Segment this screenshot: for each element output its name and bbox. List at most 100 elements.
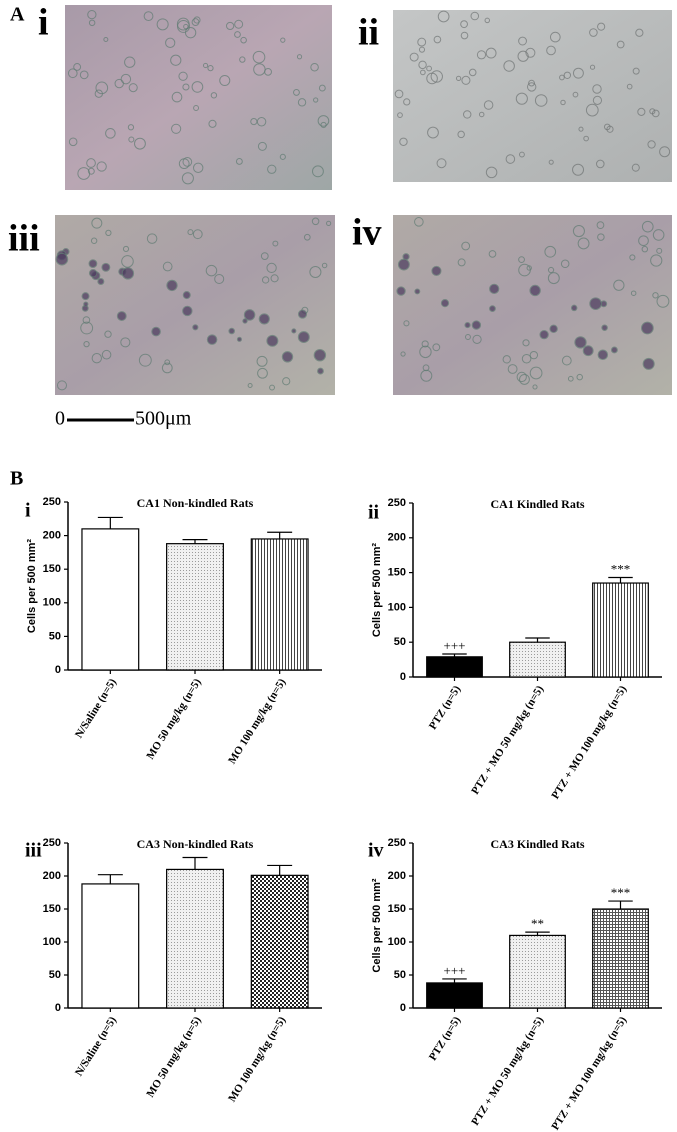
cell — [650, 254, 663, 267]
cell — [207, 65, 214, 72]
cell — [418, 60, 427, 70]
cell — [182, 157, 193, 167]
cell — [297, 98, 307, 107]
cell — [567, 375, 574, 382]
bar — [166, 868, 224, 1009]
cell — [297, 309, 308, 319]
cell — [525, 47, 536, 58]
cell — [460, 31, 469, 40]
cell — [170, 54, 182, 66]
cell — [103, 36, 109, 42]
cell — [206, 334, 218, 345]
cell — [462, 110, 472, 119]
chart-panel-label: iv — [368, 840, 384, 862]
bar — [81, 528, 140, 671]
cell — [267, 164, 277, 174]
cell — [82, 316, 91, 324]
cell — [652, 292, 659, 299]
cell — [460, 20, 468, 29]
cell — [236, 336, 242, 342]
cell — [313, 97, 319, 103]
cell — [303, 233, 311, 241]
x-tick-label: MO 50 mg/kg (n=5) — [144, 1014, 203, 1099]
cell — [507, 364, 518, 374]
micrograph-label: iv — [352, 212, 382, 254]
cell — [281, 351, 294, 363]
cell — [529, 350, 539, 360]
cell — [464, 322, 471, 329]
cell — [234, 31, 241, 38]
cell — [234, 19, 244, 29]
cell — [433, 35, 442, 44]
cell — [293, 88, 300, 96]
cell — [476, 50, 487, 60]
cell — [192, 324, 199, 331]
y-tick-label: 200 — [388, 532, 406, 544]
cell — [603, 123, 611, 131]
y-tick-label: 0 — [400, 1002, 406, 1014]
cell — [257, 141, 267, 151]
cell — [489, 283, 500, 294]
cell — [616, 40, 625, 49]
y-tick-label: 200 — [43, 530, 61, 542]
y-tick-label: 200 — [388, 870, 406, 882]
micrograph — [393, 10, 672, 182]
cell — [420, 69, 426, 76]
bar — [166, 543, 224, 671]
cell — [253, 63, 266, 76]
cell — [161, 362, 173, 374]
cell — [583, 135, 589, 142]
cell — [563, 71, 572, 79]
x-tick-label: PTZ + MO 50 mg/kg (n=5) — [469, 1014, 546, 1127]
cell — [182, 83, 190, 91]
panel-label: A — [10, 4, 25, 26]
cell — [637, 107, 646, 116]
cell — [572, 67, 584, 79]
cell — [67, 68, 78, 79]
cell — [120, 73, 132, 85]
cell — [250, 118, 258, 126]
cell — [96, 161, 107, 172]
cell — [505, 154, 516, 164]
cell — [165, 37, 176, 48]
cell — [560, 99, 566, 106]
cell — [597, 349, 609, 360]
cell — [146, 233, 158, 244]
cell — [572, 225, 585, 238]
y-tick-label: 100 — [388, 601, 406, 613]
y-axis-label: Cells per 500 mm² — [371, 543, 383, 637]
cell — [610, 346, 618, 354]
cell — [83, 340, 90, 348]
y-axis-label: Cells per 500 mm² — [26, 539, 38, 633]
cell — [192, 162, 204, 174]
cell — [87, 9, 97, 20]
cell — [226, 21, 235, 31]
y-tick-label: 0 — [400, 671, 406, 683]
cell — [171, 123, 182, 134]
cell — [192, 229, 203, 240]
micrograph — [55, 215, 335, 395]
cell — [502, 355, 511, 364]
cell — [589, 28, 598, 37]
y-tick-label: 100 — [43, 936, 61, 948]
cell — [182, 291, 191, 300]
cell — [483, 100, 494, 110]
cell — [280, 37, 286, 43]
cell — [635, 28, 644, 37]
cell — [613, 279, 625, 291]
cell — [403, 320, 410, 327]
cell — [138, 353, 152, 367]
cell — [549, 31, 561, 43]
panel-label: B — [10, 468, 23, 490]
cell — [578, 126, 584, 132]
cell — [73, 63, 82, 71]
cell — [243, 309, 256, 321]
cell — [270, 274, 279, 283]
cell — [517, 50, 529, 62]
chart-title: CA3 Kindled Rats — [490, 837, 584, 851]
bar — [250, 874, 309, 1009]
cell — [55, 252, 69, 266]
cell — [626, 83, 633, 90]
cell — [561, 355, 572, 366]
cell — [426, 65, 432, 72]
